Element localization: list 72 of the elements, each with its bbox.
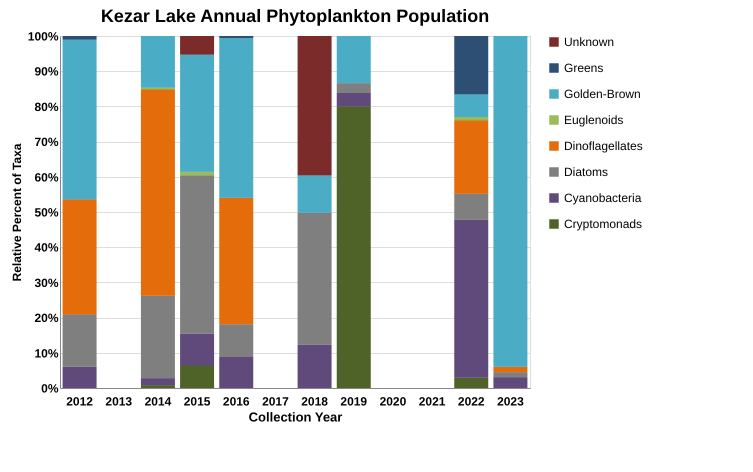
x-tick-label: 2017 [262,394,290,408]
legend-label: Unknown [564,35,614,49]
bar [180,365,214,388]
bar [454,378,488,388]
bar [336,36,371,84]
bar [454,116,488,120]
bar [140,385,175,388]
bar [62,366,97,388]
legend-label: Cyanobacteria [564,191,642,205]
x-tick-label: 2021 [418,394,446,408]
bar [493,377,528,388]
x-tick-label: 2016 [222,394,250,408]
bar [180,54,214,172]
y-axis-title: Relative Percent of Taxa [10,143,24,282]
y-tick-label: 90% [34,64,59,79]
y-tick-label: 60% [34,170,59,184]
bar [219,357,254,388]
bar [336,93,371,106]
legend-label: Greens [564,61,604,75]
x-tick-label: 2018 [301,394,328,408]
legend-label: Diatoms [564,165,608,179]
bar [140,90,175,296]
bar [62,40,97,200]
legend-label: Cryptomonads [564,217,642,231]
bar [180,36,214,55]
bar [298,344,332,388]
x-tick-label: 2014 [144,394,172,408]
x-tick-label: 2020 [380,394,407,408]
y-tick-label: 50% [34,206,59,220]
bar [454,36,488,94]
x-tick-label: 2015 [184,394,211,408]
y-tick-label: 100% [28,30,59,44]
y-tick-label: 10% [34,346,59,360]
y-tick-label: 40% [34,240,59,255]
bar [298,212,332,345]
x-tick-label: 2019 [340,394,368,408]
y-tick-label: 70% [34,135,59,150]
legend-label: Golden-Brown [564,87,641,101]
y-tick-label: 20% [34,311,59,326]
bar [454,194,488,220]
bar [493,36,528,367]
bar [62,199,97,314]
y-tick-label: 80% [34,100,59,114]
bar [140,296,175,378]
x-tick-label: 2022 [458,394,485,408]
bar [180,334,214,366]
x-tick-label: 2023 [497,394,524,408]
bar [140,36,175,88]
x-tick-label: 2013 [105,394,132,408]
bar [493,372,528,378]
bar [219,324,254,358]
bar [219,38,254,198]
bar [219,198,254,324]
bar [454,220,488,378]
bar [336,83,371,94]
bar [180,172,214,176]
bar [180,175,214,334]
bar [493,366,528,372]
legend-label: Dinoflagellates [564,139,643,153]
bar [336,106,371,388]
bar [454,120,488,194]
bar [298,36,332,176]
bar [454,94,488,117]
chart-title: Kezar Lake Annual Phytoplankton Population [100,6,490,26]
bar [298,175,332,213]
x-tick-label: 2012 [66,394,94,408]
y-tick-label: 30% [34,276,59,290]
legend-label: Euglenoids [564,113,624,127]
x-axis-title: Collection Year [248,410,342,424]
bar [140,378,175,386]
y-tick-label: 0% [41,382,59,396]
bar [62,36,97,40]
